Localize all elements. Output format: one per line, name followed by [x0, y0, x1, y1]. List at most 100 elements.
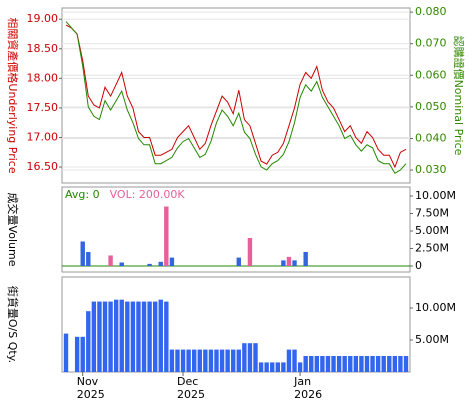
bar [286, 349, 292, 372]
bar [119, 299, 124, 372]
tick-label: 0.040 [415, 131, 447, 144]
bar [303, 355, 308, 372]
bar [403, 355, 409, 372]
bar [197, 349, 202, 372]
bar [270, 362, 275, 372]
bar [247, 238, 253, 266]
bar [125, 301, 130, 372]
bar [80, 241, 85, 266]
tick-label: 18.00 [27, 71, 59, 84]
bar [147, 263, 152, 266]
bar [320, 355, 325, 372]
bar [86, 251, 91, 266]
bar [370, 355, 375, 372]
bar [141, 301, 147, 372]
bar [236, 349, 241, 372]
tick-label: 0.050 [415, 100, 447, 113]
tick-label: 0.070 [415, 37, 447, 50]
bar [108, 301, 113, 372]
bar [309, 355, 314, 372]
bar [208, 349, 214, 372]
bar [169, 257, 175, 266]
bar [136, 301, 141, 372]
bar [314, 355, 320, 372]
tick-label: 19.00 [27, 12, 59, 25]
bar [113, 299, 119, 372]
bar [175, 349, 180, 372]
tick-label: 0.080 [415, 5, 447, 18]
bar [97, 301, 102, 372]
x-tick-label: Dec 2025 [177, 375, 206, 400]
bar [342, 355, 347, 372]
tick-label: 17.50 [27, 101, 59, 114]
tick-label: 18.50 [27, 42, 59, 55]
tick-label: 10.00M [415, 301, 456, 314]
tick-label: 0.030 [415, 163, 447, 176]
tick-label: 7.50M [415, 207, 449, 220]
bar [297, 362, 303, 372]
bar [164, 301, 169, 372]
bar [281, 362, 286, 372]
x-tick-label: Nov 2025 [76, 375, 105, 400]
tick-label: 17.00 [27, 130, 59, 143]
bar [186, 349, 191, 372]
legend-entry: Avg: 0 [65, 188, 100, 201]
panel-frame [61, 7, 411, 184]
y-axis-label: 成交量Volume [6, 193, 20, 267]
bar [147, 301, 152, 372]
bar [375, 355, 381, 372]
bar [130, 301, 136, 372]
x-tick-label: Jan 2026 [294, 375, 323, 400]
bar [158, 299, 163, 372]
bar [108, 255, 113, 266]
bar [353, 355, 359, 372]
bar [258, 362, 264, 372]
tick-label: 0.060 [415, 68, 447, 81]
bar [191, 349, 197, 372]
bar [275, 362, 281, 372]
price-line [65, 24, 407, 169]
bar [74, 336, 80, 372]
bar [119, 262, 124, 266]
bar [331, 355, 336, 372]
bar [387, 355, 392, 372]
bar [102, 301, 108, 372]
bar [169, 349, 175, 372]
bar [86, 311, 91, 372]
tick-label: 2.50M [415, 241, 449, 254]
bar [63, 333, 69, 372]
bar [392, 355, 398, 372]
y-axis-label: 相關資產價格Underlying Price [6, 17, 20, 173]
bar [214, 349, 219, 372]
bar [286, 256, 292, 266]
bar [348, 355, 353, 372]
tick-label: 5.00M [415, 224, 449, 237]
bar [180, 349, 186, 372]
y2-axis-label: 認購證價Nominal Price [452, 36, 466, 156]
bar [231, 349, 236, 372]
tick-label: 0 [415, 259, 422, 272]
bar [158, 261, 163, 266]
bar [219, 349, 225, 372]
bar [264, 362, 269, 372]
tick-label: 16.50 [27, 160, 59, 173]
bar [292, 260, 297, 266]
y-axis-label: 街貨量O/S Qty. [6, 286, 20, 363]
bar [398, 355, 403, 372]
tick-label: 5.00M [415, 333, 449, 346]
bar [236, 257, 241, 266]
bar [253, 343, 258, 372]
panel-frame [61, 186, 411, 273]
price-line [65, 21, 407, 174]
bar [247, 343, 253, 372]
bar [364, 355, 370, 372]
bar [152, 301, 158, 372]
bar [203, 349, 208, 372]
bar [281, 260, 286, 266]
bar [359, 355, 364, 372]
bar [164, 206, 169, 266]
bar [242, 343, 247, 372]
bar [325, 355, 331, 372]
tick-label: 10.00M [415, 189, 456, 202]
